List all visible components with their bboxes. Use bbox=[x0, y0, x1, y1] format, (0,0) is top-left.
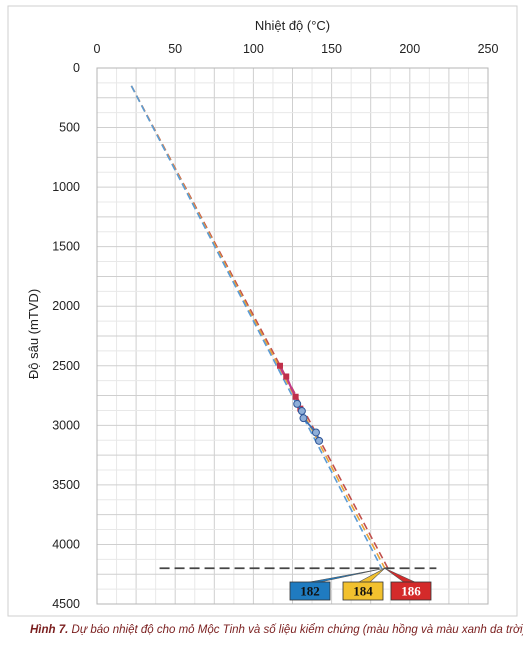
measured-blue-point bbox=[297, 407, 306, 416]
measured-blue-point bbox=[311, 428, 320, 437]
x-tick-label: 250 bbox=[478, 42, 499, 56]
plot-area bbox=[96, 67, 489, 605]
figure-border bbox=[7, 5, 518, 617]
measured-points bbox=[276, 362, 324, 445]
x-axis-ticks: 0 50 100 150 200 250 bbox=[94, 42, 499, 56]
y-tick-label: 1000 bbox=[52, 180, 80, 194]
caption-label: Hình 7. bbox=[30, 624, 69, 636]
x-tick-label: 100 bbox=[243, 42, 264, 56]
grid bbox=[97, 68, 488, 604]
measured-pink-point bbox=[276, 362, 283, 369]
y-tick-label: 3500 bbox=[52, 478, 80, 492]
measured-pink-point bbox=[292, 393, 299, 400]
y-tick-label: 2000 bbox=[52, 299, 80, 313]
badge-label: 182 bbox=[300, 584, 320, 599]
x-axis-title: Nhiệt độ (°C) bbox=[255, 18, 330, 33]
badge-pointer bbox=[384, 567, 418, 584]
badge-label: 184 bbox=[353, 584, 373, 599]
x-tick-label: 50 bbox=[168, 42, 182, 56]
measured-pink-point bbox=[283, 373, 290, 380]
measured-blue-point bbox=[299, 414, 308, 423]
y-tick-label: 3000 bbox=[52, 418, 80, 432]
series-lines bbox=[130, 85, 389, 569]
figure-caption: Hình 7. Dự báo nhiệt độ cho mỏ Mộc Tinh … bbox=[30, 624, 523, 636]
x-tick-label: 150 bbox=[321, 42, 342, 56]
series-line bbox=[130, 85, 383, 569]
measured-blue-point bbox=[293, 399, 302, 408]
y-axis-ticks: 0 500 1000 1500 2000 2500 3000 3500 4000 4500 bbox=[52, 61, 80, 611]
x-tick-label: 200 bbox=[399, 42, 420, 56]
y-tick-label: 4500 bbox=[52, 597, 80, 611]
y-tick-label: 1500 bbox=[52, 240, 80, 254]
y-tick-label: 4000 bbox=[52, 537, 80, 551]
result-badges: 182 184 186 bbox=[289, 567, 432, 601]
badge-box bbox=[390, 581, 432, 601]
x-tick-label: 0 bbox=[94, 42, 101, 56]
y-tick-label: 500 bbox=[59, 121, 80, 135]
badge-label: 186 bbox=[401, 584, 421, 599]
y-tick-label: 2500 bbox=[52, 359, 80, 373]
y-tick-label: 0 bbox=[73, 61, 80, 75]
caption-text: Dự báo nhiệt độ cho mỏ Mộc Tinh và số li… bbox=[71, 624, 523, 636]
badge-box bbox=[342, 581, 384, 601]
badge-box bbox=[289, 581, 331, 601]
measured-blue-point bbox=[315, 436, 324, 445]
y-axis-title: Độ sâu (mTVD) bbox=[26, 289, 41, 379]
depth-temperature-chart: 0 50 100 150 200 250 0 500 1000 1500 2000 2500 3000… bbox=[7, 5, 518, 617]
